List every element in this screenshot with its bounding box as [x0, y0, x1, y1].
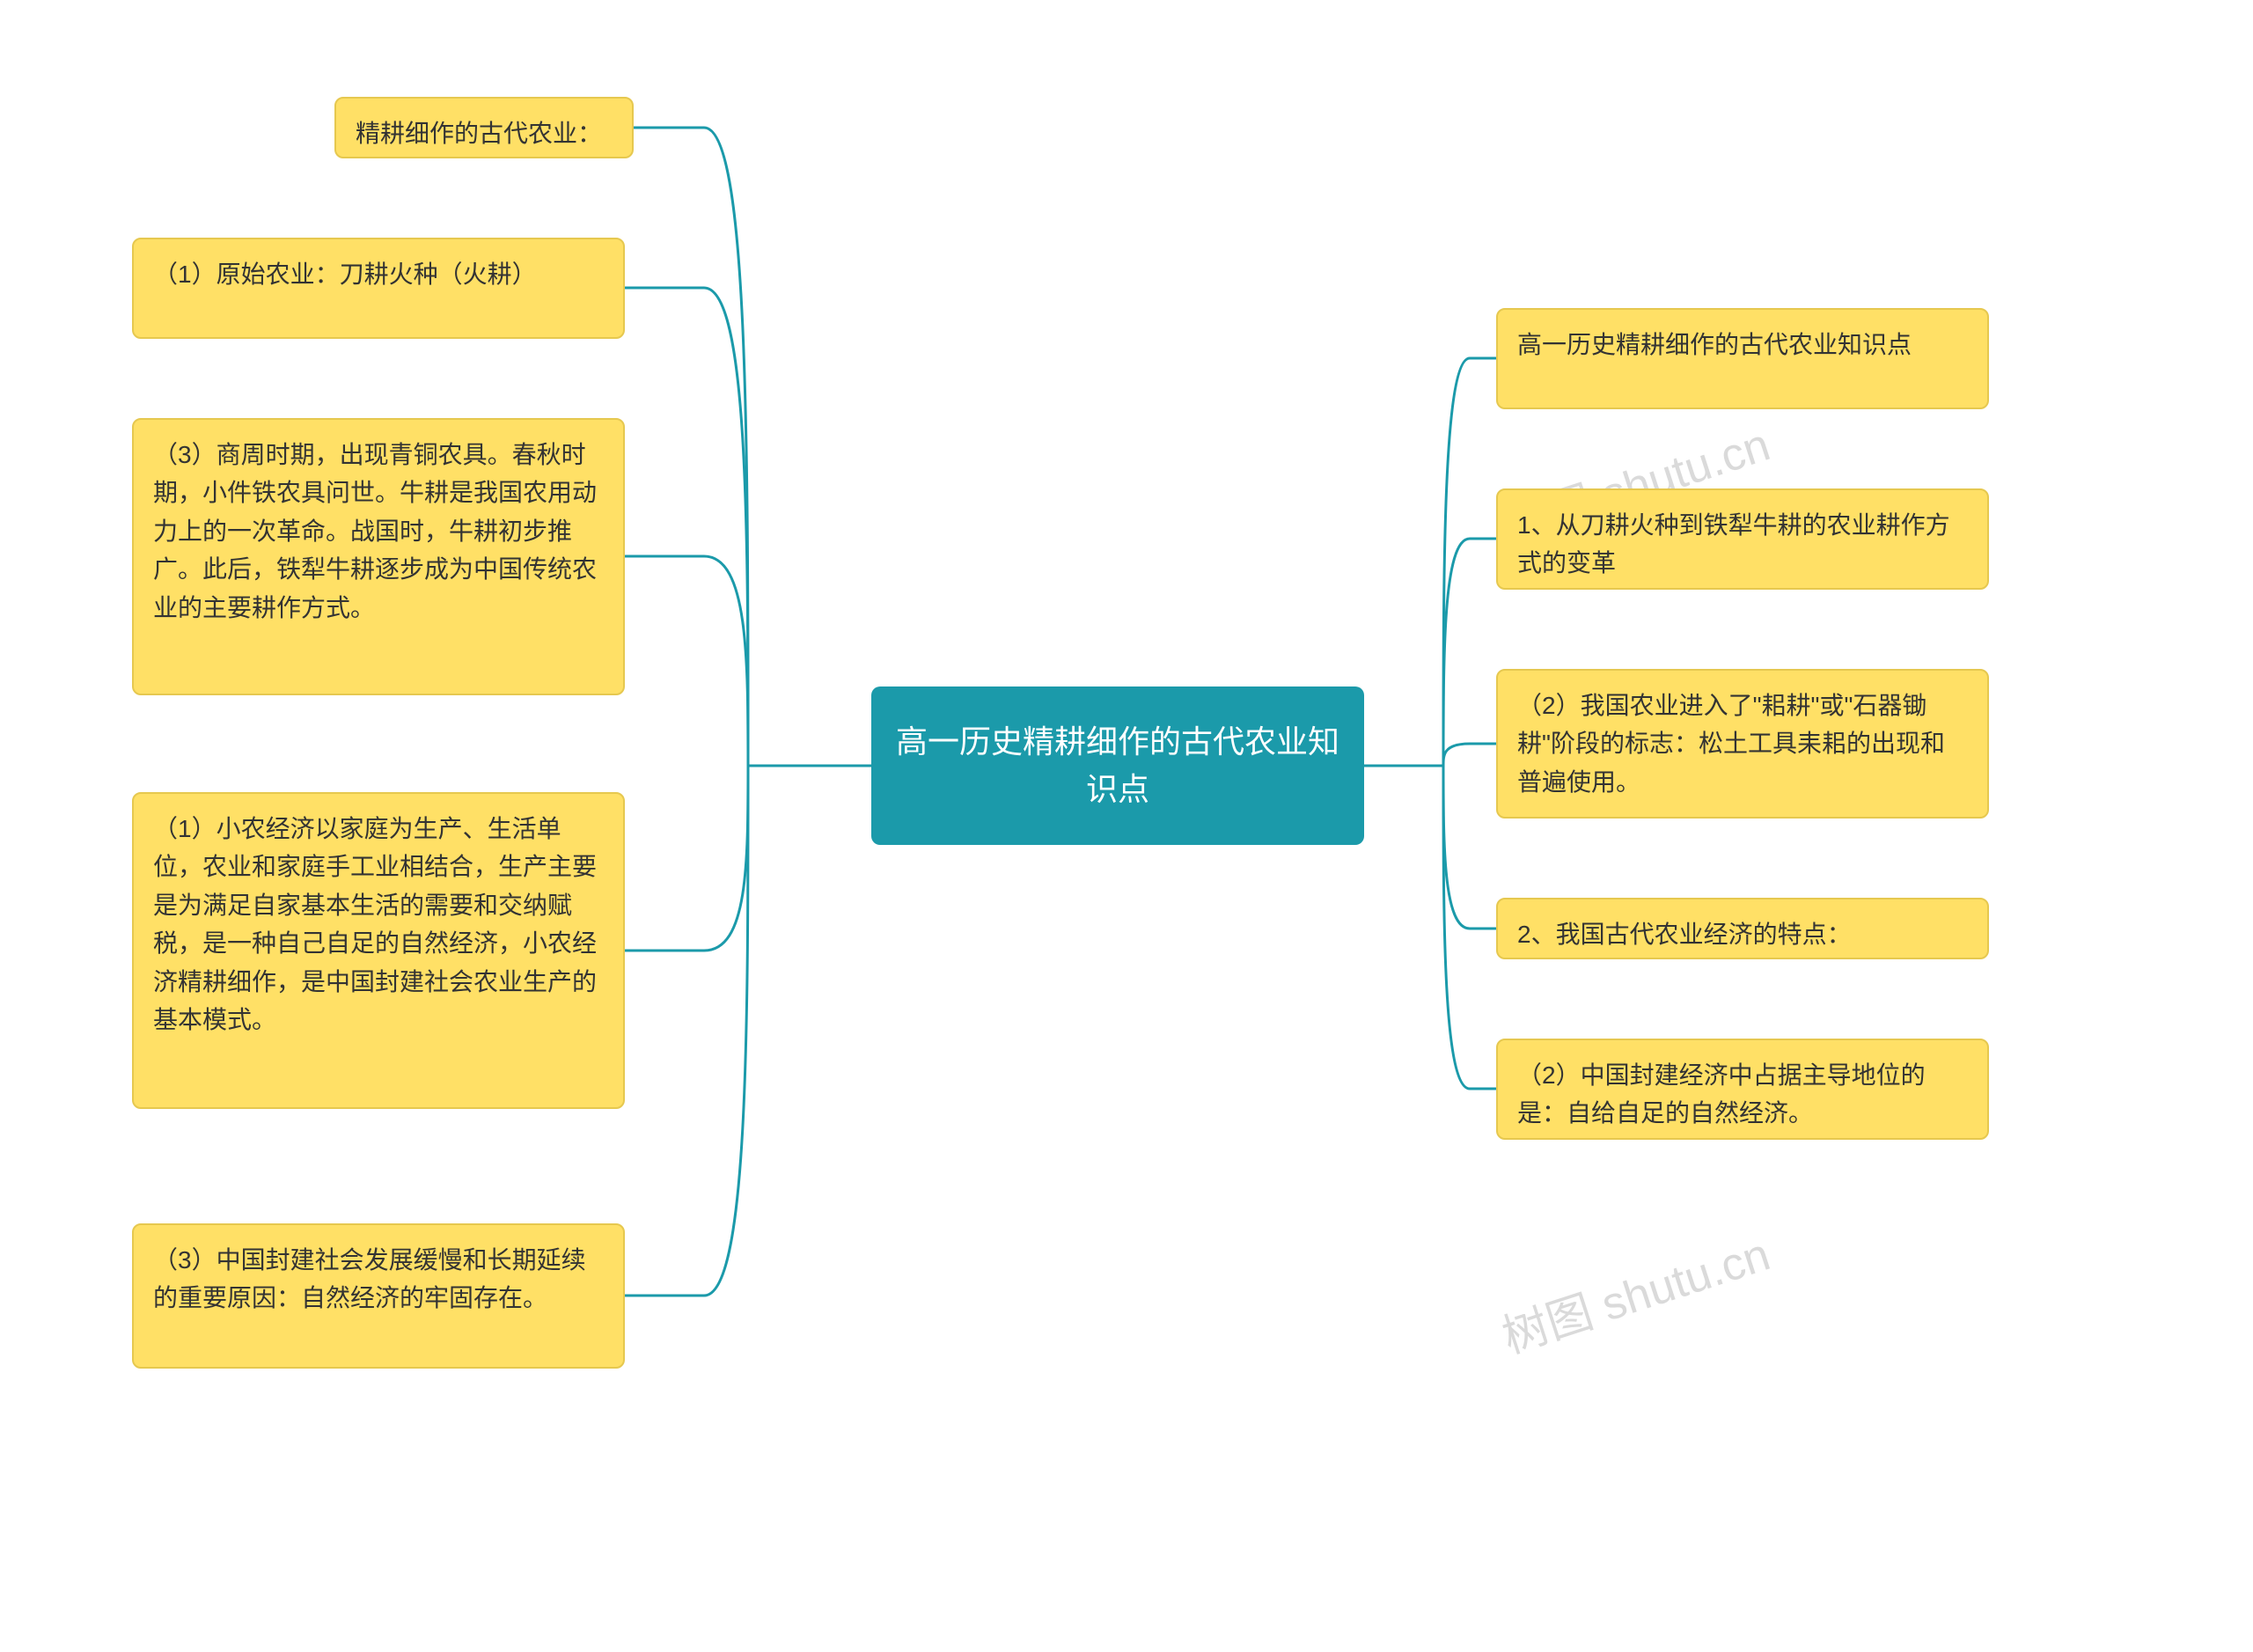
node-text: 精耕细作的古代农业： — [356, 120, 602, 147]
center-node-text: 高一历史精耕细作的古代农业知识点 — [891, 718, 1345, 813]
right-node-5: （2）中国封建经济中占据主导地位的是：自给自足的自然经济。 — [1496, 1039, 1989, 1140]
left-node-3: （3）商周时期，出现青铜农具。春秋时期，小件铁农具问世。牛耕是我国农用动力上的一… — [132, 418, 625, 695]
left-node-5: （3）中国封建社会发展缓慢和长期延续的重要原因：自然经济的牢固存在。 — [132, 1223, 625, 1369]
node-text: （2）我国农业进入了"耜耕"或"石器锄耕"阶段的标志：松土工具耒耜的出现和普遍使… — [1517, 692, 1945, 796]
left-node-4: （1）小农经济以家庭为生产、生活单位，农业和家庭手工业相结合，生产主要是为满足自… — [132, 792, 625, 1109]
node-text: （3）商周时期，出现青铜农具。春秋时期，小件铁农具问世。牛耕是我国农用动力上的一… — [153, 441, 597, 621]
left-node-1: 精耕细作的古代农业： — [334, 97, 634, 158]
right-node-3: （2）我国农业进入了"耜耕"或"石器锄耕"阶段的标志：松土工具耒耜的出现和普遍使… — [1496, 669, 1989, 819]
left-node-2: （1）原始农业：刀耕火种（火耕） — [132, 238, 625, 339]
right-node-4: 2、我国古代农业经济的特点： — [1496, 898, 1989, 959]
node-text: 高一历史精耕细作的古代农业知识点 — [1517, 331, 1912, 358]
right-node-2: 1、从刀耕火种到铁犁牛耕的农业耕作方式的变革 — [1496, 488, 1989, 590]
node-text: （1）原始农业：刀耕火种（火耕） — [153, 261, 537, 288]
mindmap-canvas: 树图 shutu.cn 树图 shutu.cn 树图 shutu.cn 树图 s… — [0, 0, 2253, 1652]
right-node-1: 高一历史精耕细作的古代农业知识点 — [1496, 308, 1989, 409]
node-text: 1、从刀耕火种到铁犁牛耕的农业耕作方式的变革 — [1517, 511, 1950, 576]
node-text: （2）中国封建经济中占据主导地位的是：自给自足的自然经济。 — [1517, 1061, 1926, 1127]
node-text: 2、我国古代农业经济的特点： — [1517, 921, 1852, 948]
center-node: 高一历史精耕细作的古代农业知识点 — [871, 686, 1364, 845]
node-text: （3）中国封建社会发展缓慢和长期延续的重要原因：自然经济的牢固存在。 — [153, 1246, 586, 1311]
node-text: （1）小农经济以家庭为生产、生活单位，农业和家庭手工业相结合，生产主要是为满足自… — [153, 815, 597, 1033]
watermark: 树图 shutu.cn — [1493, 1217, 1777, 1366]
